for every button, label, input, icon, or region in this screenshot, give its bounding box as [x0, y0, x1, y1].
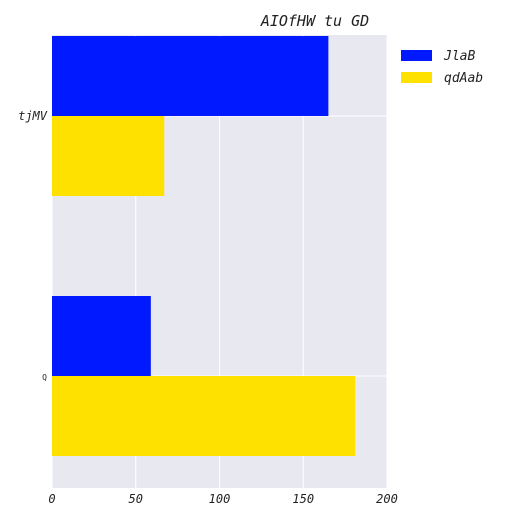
x-tick-label: 150: [292, 492, 314, 506]
x-tick-label: 50: [129, 492, 143, 506]
legend: JlaB qdAab: [401, 49, 483, 86]
legend-swatch: [401, 72, 432, 83]
bar: [52, 376, 356, 456]
bars: [52, 36, 356, 456]
y-tick-label: Q: [42, 373, 47, 382]
chart-title: AIOfHW tu GD: [260, 12, 369, 30]
legend-label: JlaB: [443, 49, 475, 64]
bar: [52, 36, 329, 116]
bar: [52, 116, 165, 196]
y-axis-ticks: tjMV Q: [18, 109, 48, 382]
x-tick-label: 200: [376, 492, 398, 506]
legend-label: qdAab: [444, 71, 483, 86]
legend-swatch: [401, 50, 432, 61]
y-tick-label: tjMV: [18, 109, 48, 123]
bar: [52, 296, 151, 376]
x-tick-label: 100: [209, 492, 231, 506]
x-axis-ticks: 0 50 100 150 200: [48, 492, 397, 506]
x-tick-label: 0: [48, 492, 55, 506]
